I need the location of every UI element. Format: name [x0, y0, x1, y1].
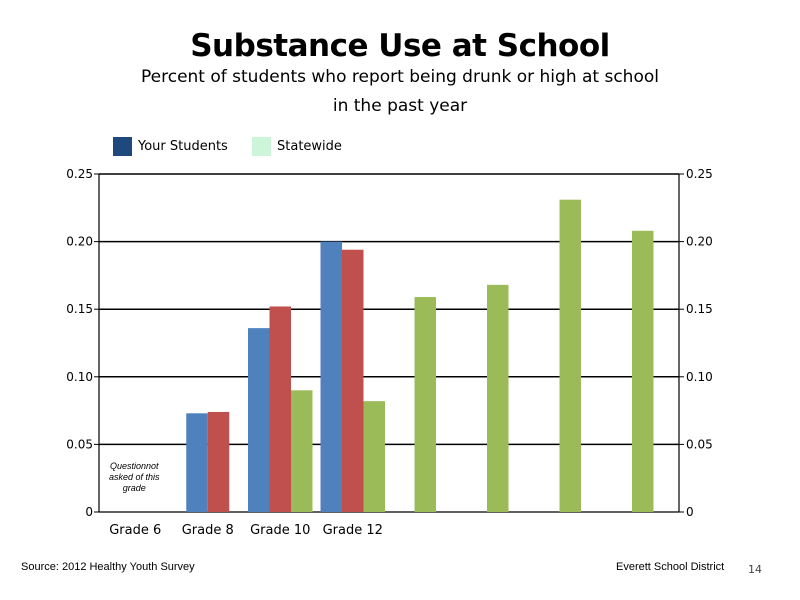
grade-note-line: asked of this	[109, 472, 160, 482]
x-category-label: Grade 8	[182, 523, 234, 538]
x-category-label: Grade 12	[323, 523, 383, 538]
y-tick-label-right: 0	[686, 505, 694, 519]
grade-note-line: grade	[123, 483, 146, 493]
bar-green	[363, 401, 385, 512]
bar-red	[342, 249, 364, 512]
page-number: 14	[748, 563, 762, 576]
bar-blue	[248, 328, 270, 512]
grade-note-line: Questionnot	[110, 461, 159, 471]
y-tick-label-right: 0.15	[686, 302, 713, 316]
y-tick-label-left: 0.10	[66, 370, 93, 384]
y-tick-label-left: 0	[85, 505, 93, 519]
bar-green	[291, 390, 313, 512]
y-tick-label-left: 0.05	[66, 437, 93, 451]
y-tick-label-right: 0.05	[686, 437, 713, 451]
x-category-label: Grade 10	[250, 523, 310, 538]
bar-red	[207, 411, 230, 512]
chart-title: Substance Use at School	[190, 28, 610, 64]
bar-green	[559, 199, 581, 513]
district-name: Everett School District	[616, 561, 725, 573]
legend-swatch-statewide	[252, 136, 271, 156]
chart-subtitle-line-2: in the past year	[332, 96, 468, 116]
source-note: Source: 2012 Healthy Youth Survey	[21, 561, 195, 573]
legend-item-your-students: Your Students	[113, 136, 228, 156]
y-tick-label-right: 0.20	[686, 235, 713, 249]
legend-item-statewide: Statewide	[252, 136, 342, 156]
legend-label-your-students: Your Students	[138, 138, 228, 154]
bar-green	[487, 284, 509, 512]
x-category-label: Grade 6	[109, 523, 161, 538]
bar-green	[414, 297, 436, 512]
y-tick-label-left: 0.15	[66, 302, 93, 316]
legend-swatch-your-students	[113, 136, 132, 156]
y-tick-label-right: 0.25	[686, 167, 713, 181]
bar-green	[632, 230, 654, 512]
y-tick-label-left: 0.20	[66, 235, 93, 249]
bar-red	[269, 306, 291, 512]
y-tick-label-left: 0.25	[66, 167, 93, 181]
legend-label-statewide: Statewide	[277, 138, 342, 154]
y-tick-label-right: 0.10	[686, 370, 713, 384]
bar-blue	[186, 413, 208, 512]
chart-subtitle-line-1: Percent of students who report being dru…	[141, 67, 659, 87]
bar-blue	[320, 241, 342, 512]
